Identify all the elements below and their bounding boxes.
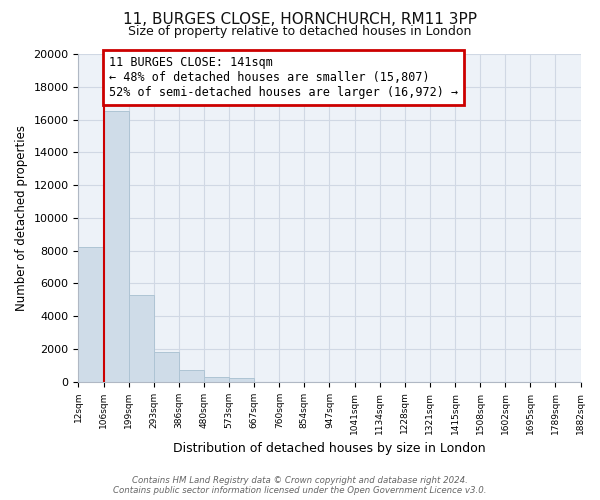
Bar <box>154 352 179 382</box>
Bar <box>204 377 229 382</box>
Text: Contains HM Land Registry data © Crown copyright and database right 2024.
Contai: Contains HM Land Registry data © Crown c… <box>113 476 487 495</box>
Bar <box>104 112 128 382</box>
Bar <box>179 370 204 382</box>
Text: 11, BURGES CLOSE, HORNCHURCH, RM11 3PP: 11, BURGES CLOSE, HORNCHURCH, RM11 3PP <box>123 12 477 28</box>
Bar <box>79 248 104 382</box>
Text: 11 BURGES CLOSE: 141sqm
← 48% of detached houses are smaller (15,807)
52% of sem: 11 BURGES CLOSE: 141sqm ← 48% of detache… <box>109 56 458 98</box>
X-axis label: Distribution of detached houses by size in London: Distribution of detached houses by size … <box>173 442 486 455</box>
Bar <box>229 378 254 382</box>
Bar <box>128 295 154 382</box>
Y-axis label: Number of detached properties: Number of detached properties <box>15 125 28 311</box>
Text: Size of property relative to detached houses in London: Size of property relative to detached ho… <box>128 25 472 38</box>
